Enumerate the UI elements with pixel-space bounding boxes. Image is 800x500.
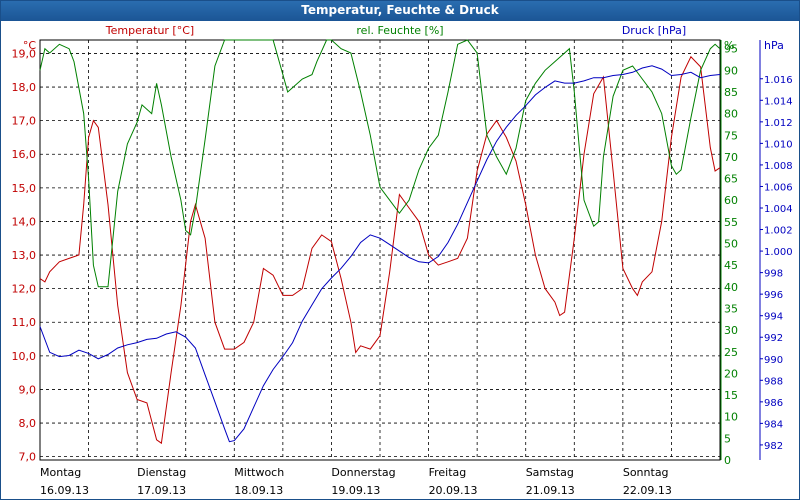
pressure-tick-label: 1.006	[764, 182, 793, 193]
humidity-tick-label: 45	[724, 259, 738, 272]
temperature-tick-label: 11,0	[12, 316, 37, 329]
x-day-label: Dienstag	[137, 466, 186, 479]
humidity-tick-label: 5	[724, 432, 731, 445]
pressure-tick-label: 1.002	[764, 226, 793, 237]
temperature-tick-label: 16,0	[12, 148, 37, 161]
pressure-tick-label: 994	[764, 312, 783, 323]
x-day-label: Freitag	[429, 466, 467, 479]
pressure-tick-label: 988	[764, 376, 783, 387]
temperature-tick-label: 18,0	[12, 81, 37, 94]
temperature-tick-label: 19,0	[12, 47, 37, 60]
humidity-tick-label: 70	[724, 151, 738, 164]
temperature-tick-label: 14,0	[12, 215, 37, 228]
pressure-tick-label: 992	[764, 333, 783, 344]
humidity-unit: %	[724, 39, 734, 52]
x-date-label: 17.09.13	[137, 484, 186, 497]
humidity-tick-label: 10	[724, 411, 738, 424]
pressure-tick-label: 1.014	[764, 96, 793, 107]
temperature-axis-label: Temperatur [°C]	[105, 24, 194, 37]
humidity-tick-label: 40	[724, 281, 738, 294]
x-date-label: 20.09.13	[429, 484, 478, 497]
temperature-tick-label: 15,0	[12, 182, 37, 195]
x-day-label: Mittwoch	[234, 466, 284, 479]
pressure-tick-label: 1.012	[764, 118, 793, 129]
humidity-tick-label: 60	[724, 194, 738, 207]
humidity-tick-label: 25	[724, 346, 738, 359]
pressure-tick-label: 1.016	[764, 75, 793, 86]
humidity-tick-label: 90	[724, 64, 738, 77]
pressure-tick-label: 1.008	[764, 161, 793, 172]
pressure-tick-label: 1.000	[764, 247, 793, 258]
humidity-axis-label: rel. Feuchte [%]	[356, 24, 443, 37]
x-day-label: Montag	[40, 466, 81, 479]
temperature-tick-label: 9,0	[19, 383, 37, 396]
x-day-label: Samstag	[526, 466, 574, 479]
temperature-tick-label: 7,0	[19, 451, 37, 464]
humidity-tick-label: 50	[724, 238, 738, 251]
pressure-tick-label: 998	[764, 269, 783, 280]
pressure-tick-label: 1.004	[764, 204, 793, 215]
pressure-tick-label: 990	[764, 355, 783, 366]
x-date-label: 16.09.13	[40, 484, 89, 497]
humidity-tick-label: 95	[724, 43, 738, 56]
humidity-tick-label: 80	[724, 108, 738, 121]
x-date-label: 18.09.13	[234, 484, 283, 497]
humidity-tick-label: 55	[724, 216, 738, 229]
series-line-pressure	[39, 65, 721, 443]
pressure-tick-label: 1.010	[764, 139, 793, 150]
pressure-unit: hPa	[764, 39, 784, 52]
humidity-tick-label: 75	[724, 129, 738, 142]
x-day-label: Donnerstag	[331, 466, 395, 479]
pressure-tick-label: 996	[764, 290, 783, 301]
pressure-tick-label: 986	[764, 398, 783, 409]
humidity-tick-label: 15	[724, 389, 738, 402]
series-line-humidity	[39, 39, 721, 288]
pressure-tick-label: 984	[764, 419, 783, 430]
temperature-tick-label: 17,0	[12, 115, 37, 128]
humidity-tick-label: 30	[724, 324, 738, 337]
humidity-tick-label: 35	[724, 302, 738, 315]
x-date-label: 19.09.13	[331, 484, 380, 497]
humidity-tick-label: 65	[724, 173, 738, 186]
pressure-axis-label: Druck [hPa]	[622, 24, 686, 37]
temperature-tick-label: 12,0	[12, 283, 37, 296]
x-date-label: 21.09.13	[526, 484, 575, 497]
title-bar: Temperatur, Feuchte & Druck	[1, 1, 799, 21]
temperature-tick-label: 10,0	[12, 350, 37, 363]
x-day-label: Sonntag	[623, 466, 669, 479]
humidity-tick-label: 85	[724, 86, 738, 99]
temperature-unit: °C	[23, 39, 37, 52]
temperature-tick-label: 8,0	[19, 417, 37, 430]
humidity-tick-label: 0	[724, 454, 731, 467]
humidity-tick-label: 20	[724, 367, 738, 380]
series-line-temperature	[39, 55, 721, 445]
temperature-tick-label: 13,0	[12, 249, 37, 262]
x-date-label: 22.09.13	[623, 484, 672, 497]
pressure-tick-label: 982	[764, 441, 783, 452]
chart-title: Temperatur, Feuchte & Druck	[301, 3, 499, 17]
